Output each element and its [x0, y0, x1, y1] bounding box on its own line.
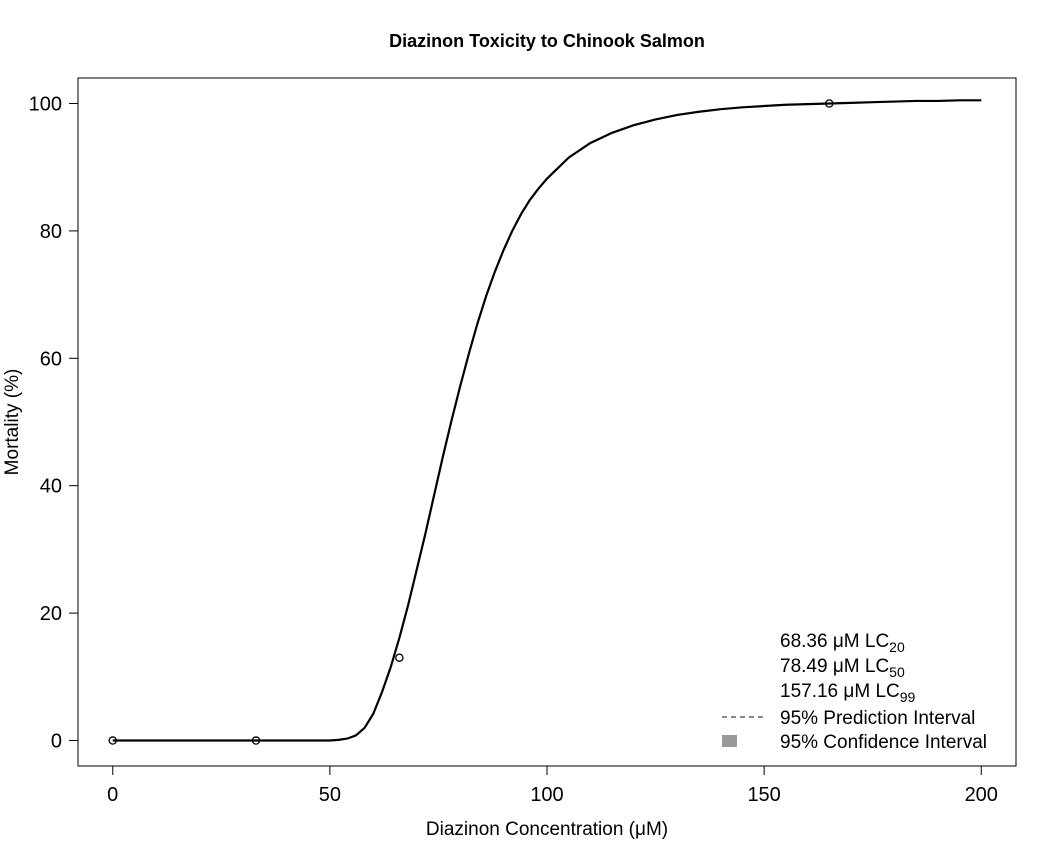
chart-title: Diazinon Toxicity to Chinook Salmon [389, 31, 705, 51]
legend-confidence-swatch [722, 735, 737, 747]
legend: 68.36 μM LC20 78.49 μM LC50 157.16 μM LC… [722, 631, 987, 753]
x-tick-label: 100 [530, 784, 563, 806]
legend-lc20: 68.36 μM LC20 [780, 631, 905, 655]
legend-prediction-label: 95% Prediction Interval [780, 708, 975, 729]
data-point [825, 99, 834, 108]
data-point [395, 653, 404, 662]
y-axis: 0 20 40 60 80 100 [29, 93, 78, 753]
x-tick-label: 0 [107, 784, 118, 806]
y-tick-label: 0 [51, 731, 62, 753]
y-tick-label: 80 [40, 221, 62, 243]
legend-confidence-label: 95% Confidence Interval [780, 732, 987, 753]
observed-points [108, 99, 834, 745]
y-axis-label: Mortality (%) [2, 369, 23, 476]
legend-lc20-subscript: 20 [889, 639, 905, 655]
y-tick-label: 20 [40, 603, 62, 625]
x-axis: 0 50 100 150 200 [107, 766, 998, 806]
y-tick-label: 40 [40, 476, 62, 498]
fitted-curve-line [112, 99, 982, 742]
legend-lc50-subscript: 50 [889, 664, 905, 680]
x-tick-label: 50 [319, 784, 341, 806]
legend-lc20-value: 68.36 μM LC [780, 631, 889, 652]
x-tick-label: 150 [747, 784, 780, 806]
y-tick-label: 100 [29, 93, 62, 115]
data-point [108, 736, 117, 745]
x-axis-label: Diazinon Concentration (μM) [426, 819, 668, 840]
legend-lc99-value: 157.16 μM LC [780, 681, 900, 702]
y-tick-label: 60 [40, 348, 62, 370]
legend-lc50: 78.49 μM LC50 [780, 656, 905, 680]
legend-lc50-value: 78.49 μM LC [780, 656, 889, 677]
data-point [251, 736, 261, 745]
x-tick-label: 200 [965, 784, 998, 806]
legend-lc99: 157.16 μM LC99 [780, 681, 916, 705]
legend-lc99-subscript: 99 [900, 689, 916, 705]
